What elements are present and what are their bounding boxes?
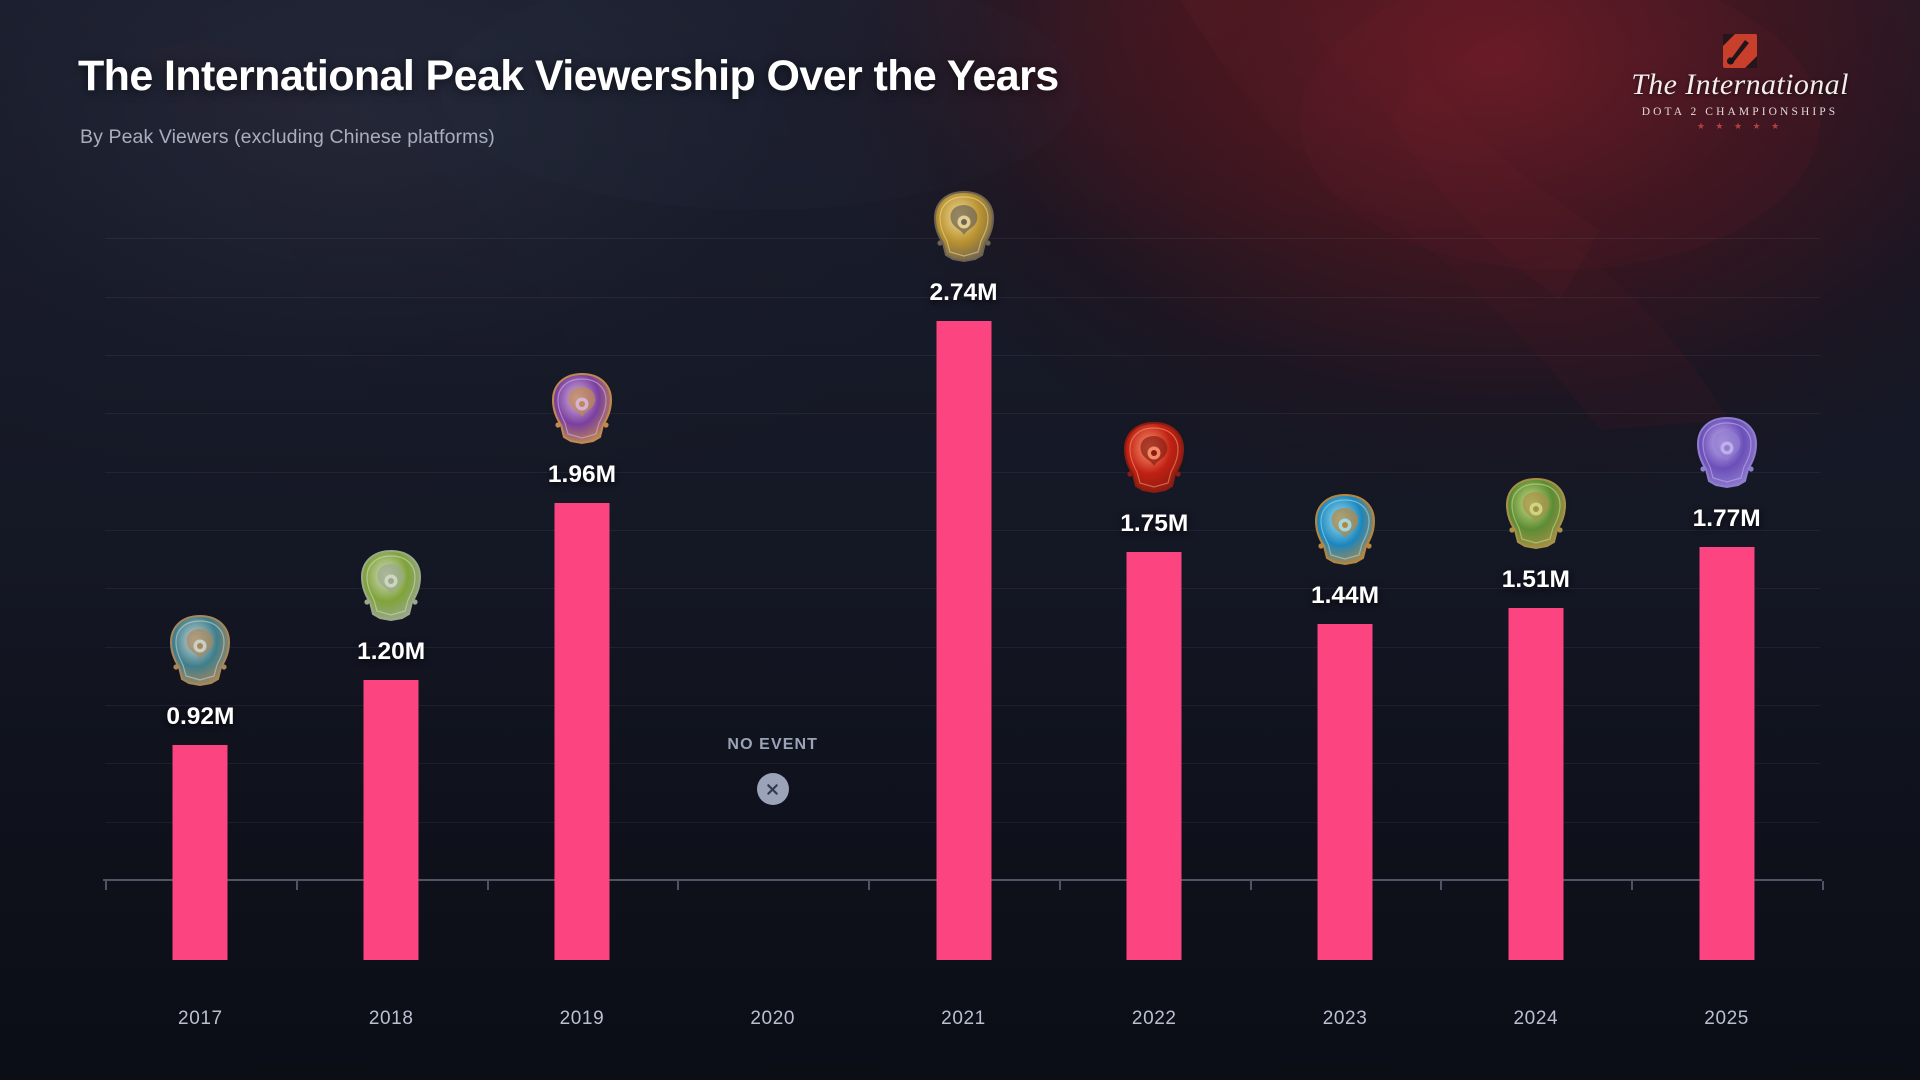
- bar-value-label: 1.51M: [1501, 565, 1570, 593]
- x-axis-label: 2017: [178, 1008, 223, 1029]
- bar-value-label: 1.20M: [357, 638, 426, 665]
- axis-tick: [868, 881, 871, 890]
- grid-line: [105, 296, 1820, 298]
- bar[interactable]: [554, 502, 610, 960]
- ti-logo-name: The International: [1631, 68, 1849, 101]
- bar-value-label: 1.96M: [547, 460, 616, 488]
- aegis-2017-teal-icon: [163, 611, 237, 689]
- page-subtitle: By Peak Viewers (excluding Chinese platf…: [80, 126, 495, 148]
- axis-tick: [1440, 881, 1443, 890]
- aegis-2022-red-icon: [1117, 417, 1191, 496]
- x-axis-label: 2021: [941, 1008, 986, 1029]
- aegis-2025-violet-icon: [1690, 413, 1764, 491]
- x-axis-label: 2023: [1322, 1008, 1368, 1029]
- no-event-label: NO EVENT: [727, 736, 819, 753]
- bar[interactable]: [1317, 624, 1373, 960]
- chart-column[interactable]: 1.20M 2018: [296, 260, 486, 1029]
- chart-column[interactable]: 2.74M 2021: [869, 186, 1059, 1029]
- bar[interactable]: [936, 320, 991, 960]
- aegis-2019-purple-icon: [545, 368, 619, 447]
- bar-chart: 0.92M 2017 1.20M: [0, 170, 1920, 1029]
- bar[interactable]: [1699, 547, 1755, 960]
- bar[interactable]: [1508, 607, 1564, 960]
- bar[interactable]: [1126, 551, 1182, 960]
- header: The International Peak Viewership Over t…: [0, 0, 1920, 170]
- page-title: The International Peak Viewership Over t…: [78, 52, 1059, 100]
- x-axis-label: 2025: [1704, 1008, 1749, 1029]
- x-axis-label: 2019: [559, 1008, 605, 1029]
- x-axis-label: 2022: [1131, 1008, 1177, 1029]
- axis-tick: [1631, 881, 1634, 890]
- axis-tick: [1822, 881, 1824, 890]
- aegis-2023-blue-icon: [1308, 490, 1382, 568]
- axis-tick: [295, 881, 298, 890]
- bar-value-label: 0.92M: [166, 703, 235, 731]
- axis-tick: [105, 881, 107, 890]
- x-axis-label: 2020: [750, 1008, 796, 1029]
- bar-value-label: 1.44M: [1311, 582, 1380, 609]
- close-circle-icon: [756, 773, 789, 805]
- chart-column[interactable]: 0.92M 2017: [105, 260, 295, 1029]
- bar-value-label: 2.74M: [929, 278, 998, 306]
- footer: ESPORTS CHARTS More esports stats on ESC…: [0, 960, 1920, 1080]
- x-axis-label: 2024: [1513, 1008, 1559, 1029]
- chart-column[interactable]: 1.96M 2019: [487, 260, 677, 1029]
- bar[interactable]: [172, 745, 228, 960]
- ti-logo-tagline: DOTA 2 CHAMPIONSHIPS: [1641, 106, 1839, 118]
- ti-logo-stars: ★ ★ ★ ★ ★: [1696, 121, 1784, 131]
- axis-tick: [1058, 881, 1061, 890]
- bar[interactable]: [363, 680, 419, 960]
- axis-tick: [486, 881, 489, 890]
- chart-column[interactable]: 1.44M 2023: [1250, 260, 1440, 1029]
- chart-column[interactable]: 1.51M 2024: [1441, 260, 1631, 1029]
- aegis-2018-green-icon: [354, 546, 428, 624]
- bar-value-label: 1.75M: [1120, 509, 1189, 537]
- aegis-2024-green-icon: [1499, 473, 1573, 552]
- chart-column[interactable]: NO EVENT 2020: [678, 260, 868, 1029]
- chart-column[interactable]: 1.75M 2022: [1059, 260, 1249, 1029]
- the-international-logo: The International DOTA 2 CHAMPIONSHIPS ★…: [1612, 34, 1868, 144]
- bar-value-label: 1.77M: [1692, 505, 1761, 532]
- aegis-2021-gold-icon: [927, 186, 1001, 265]
- chart-column[interactable]: 1.77M 2025: [1632, 260, 1822, 1029]
- dota2-icon: [1723, 34, 1757, 68]
- axis-tick: [677, 881, 680, 890]
- x-axis-label: 2018: [368, 1008, 414, 1029]
- axis-tick: [1249, 881, 1252, 890]
